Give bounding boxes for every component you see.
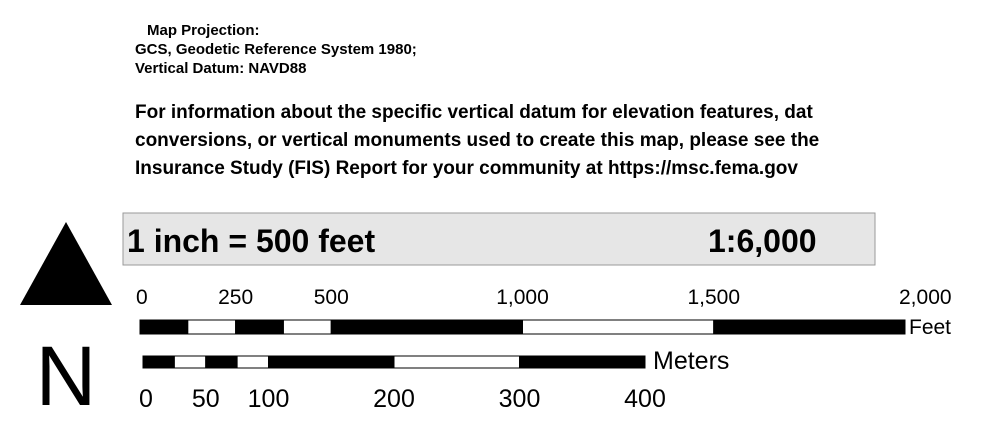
scale-ratio: 1:6,000 <box>708 223 817 259</box>
scale-tick-label: 200 <box>373 385 415 413</box>
scale-segment <box>330 319 523 335</box>
scale-tick-label: 400 <box>624 385 666 413</box>
scale-tick-label: 50 <box>192 385 220 413</box>
scale-tick-label: 2,000 <box>899 286 952 309</box>
scale-segment <box>522 319 715 335</box>
scale-segment <box>173 355 207 369</box>
scale-segment <box>187 319 237 335</box>
scale-segment <box>282 319 332 335</box>
scale-tick-label: 0 <box>136 286 148 309</box>
scale-segment <box>139 319 189 335</box>
scale-tick-label: 250 <box>218 286 253 309</box>
scale-tick-label: 1,500 <box>687 286 740 309</box>
scale-unit: Meters <box>653 347 729 375</box>
scale-unit: Feet <box>909 316 951 339</box>
scale-segment <box>235 319 284 335</box>
scale-segment <box>205 355 238 369</box>
note-line: conversions, or vertical monuments used … <box>135 130 819 151</box>
scale-tick-label: 0 <box>139 385 153 413</box>
scale-segment <box>393 355 520 369</box>
vertical-datum: Vertical Datum: NAVD88 <box>135 60 306 77</box>
note-line: Insurance Study (FIS) Report for your co… <box>135 158 798 179</box>
note-line: For information about the specific verti… <box>135 102 813 123</box>
scale-tick-label: 500 <box>314 286 349 309</box>
scale-segment <box>236 355 269 369</box>
north-arrow <box>20 222 112 305</box>
scale-segment <box>713 319 906 335</box>
scale-tick-label: 1,000 <box>496 286 549 309</box>
scale-segment <box>142 355 175 369</box>
scale-text: 1 inch = 500 feet <box>127 223 375 259</box>
projection-title: Map Projection: <box>147 22 260 39</box>
scale-box <box>122 212 876 266</box>
scale-segment <box>519 355 646 369</box>
scale-tick-label: 100 <box>248 385 290 413</box>
north-label: N <box>36 329 97 423</box>
projection-system: GCS, Geodetic Reference System 1980; <box>135 41 417 58</box>
scale-tick-label: 300 <box>499 385 541 413</box>
scale-segment <box>268 355 395 369</box>
